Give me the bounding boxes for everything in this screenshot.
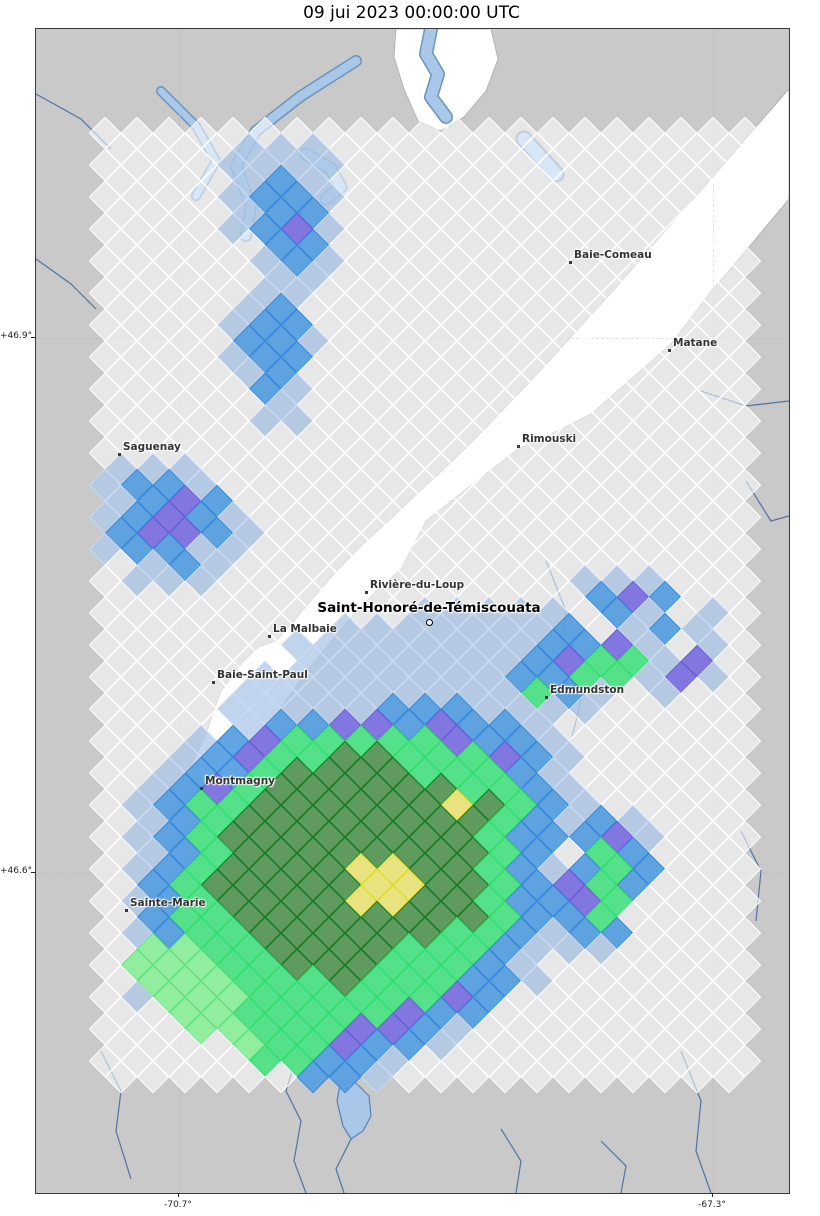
highlight-city-label: Saint-Honoré-de-Témiscouata [317, 600, 541, 616]
highlight-city-marker [425, 618, 433, 626]
city-label: Sainte-Marie [130, 897, 206, 909]
city-label: Rimouski [522, 433, 577, 445]
city-marker [268, 635, 271, 638]
city-label: Montmagny [205, 775, 276, 787]
longitude-tick [712, 1193, 713, 1197]
city-label: Rivière-du-Loup [370, 579, 465, 591]
city-marker [545, 696, 548, 699]
longitude-label: -67.3° [698, 1200, 726, 1210]
city-marker [365, 591, 368, 594]
latitude-label: +46.6° [0, 866, 33, 876]
city-marker [125, 909, 128, 912]
map-canvas: Baie-Comeau Matane Rimouski Saguenay Rivière… [35, 28, 790, 1194]
longitude-label: -70.7° [164, 1200, 192, 1210]
lake-south [336, 1078, 372, 1140]
city-layer: Baie-Comeau Matane Rimouski Saguenay Rivière… [36, 29, 789, 1193]
latitude-tick [31, 337, 35, 338]
longitude-tick [178, 1193, 179, 1197]
city-marker [668, 349, 671, 352]
figure-title: 09 jui 2023 00:00:00 UTC [303, 3, 520, 23]
city-label: Matane [673, 337, 718, 349]
city-label: Baie-Saint-Paul [217, 669, 308, 681]
latitude-tick [31, 872, 35, 873]
city-marker [569, 261, 572, 264]
city-label: Baie-Comeau [574, 249, 652, 261]
city-marker [200, 787, 203, 790]
city-label: Edmundston [550, 684, 625, 696]
city-marker [212, 681, 215, 684]
latitude-label: +46.9° [0, 331, 33, 341]
city-marker [517, 445, 520, 448]
city-marker [118, 453, 121, 456]
city-label: Saguenay [123, 441, 181, 453]
city-label: La Malbaie [273, 623, 337, 635]
